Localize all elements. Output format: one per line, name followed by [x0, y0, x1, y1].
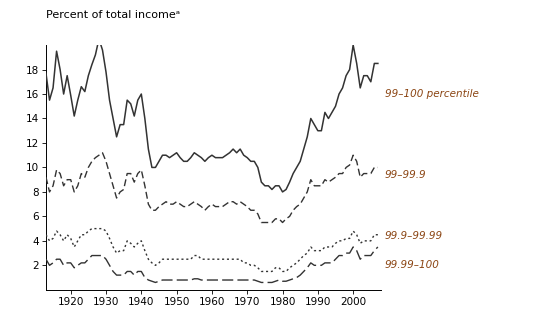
- Text: 99–100 percentile: 99–100 percentile: [385, 89, 479, 99]
- Text: 99.9–99.99: 99.9–99.99: [385, 231, 443, 241]
- Text: Percent of total incomeᵃ: Percent of total incomeᵃ: [46, 10, 180, 20]
- Text: 99–99.9: 99–99.9: [385, 170, 426, 180]
- Text: 99.99–100: 99.99–100: [385, 260, 440, 270]
